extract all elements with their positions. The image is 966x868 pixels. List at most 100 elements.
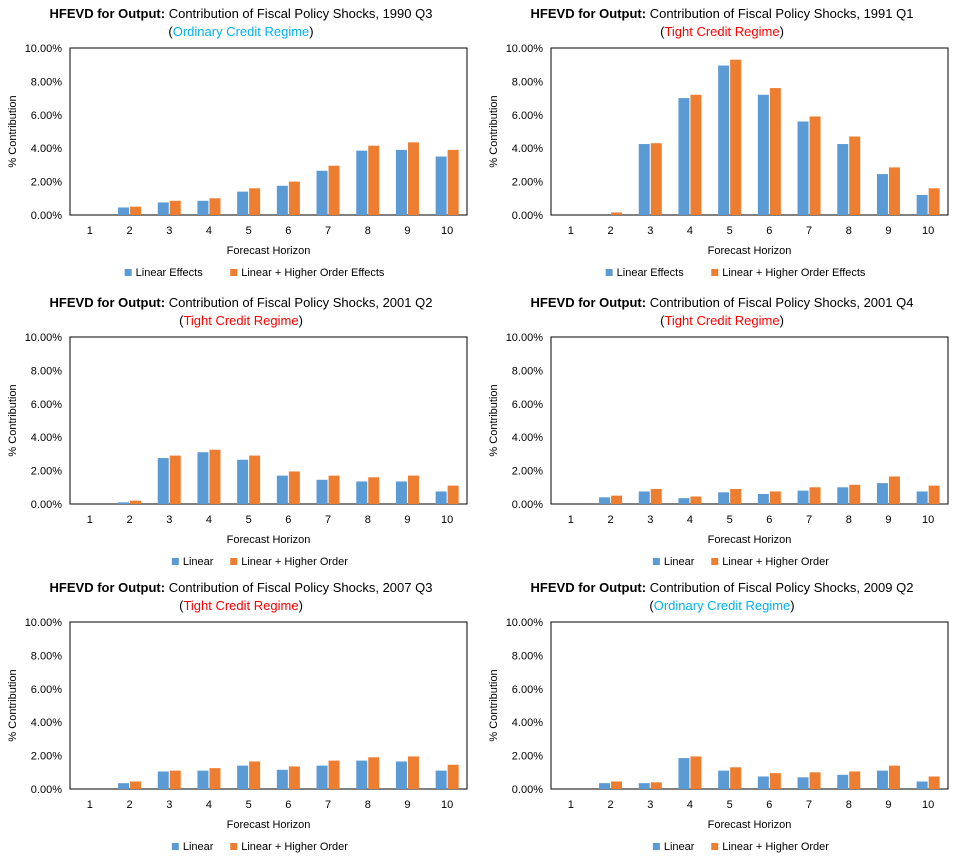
x-tick-label: 8 (846, 514, 852, 526)
bar-linear-h2 (118, 207, 130, 215)
y-tick-label: 4.00% (31, 143, 62, 155)
bar-linear-h2 (118, 502, 130, 504)
chart-title-rest: Contribution of Fiscal Policy Shocks, 19… (165, 6, 432, 21)
x-axis-label: Forecast Horizon (708, 245, 792, 257)
bar-linear-h9 (876, 483, 888, 504)
chart-title-bold: HFEVD for Output: (50, 6, 166, 21)
x-tick-label: 4 (206, 799, 212, 811)
x-tick-label: 10 (441, 225, 453, 237)
x-tick-label: 2 (607, 514, 613, 526)
chart-subtitle: (Tight Credit Regime) (660, 313, 784, 328)
bar-linear-h4 (678, 498, 690, 504)
bar-higher-order-h10 (928, 188, 940, 215)
bar-higher-order-h5 (730, 767, 742, 789)
legend-swatch (711, 269, 719, 276)
legend-label: Linear + Higher Order (722, 841, 829, 853)
bar-linear-h10 (916, 491, 928, 504)
x-tick-label: 10 (441, 514, 453, 526)
x-axis-label: Forecast Horizon (708, 534, 792, 546)
legend-swatch (605, 269, 613, 276)
bar-linear-h9 (395, 149, 407, 215)
y-tick-label: 10.00% (506, 617, 544, 629)
bar-linear-h6 (757, 776, 769, 789)
bar-linear-h8 (356, 481, 368, 504)
x-tick-label: 9 (404, 514, 410, 526)
chart-svg: HFEVD for Output: Contribution of Fiscal… (7, 295, 468, 568)
x-tick-label: 2 (126, 225, 132, 237)
bar-linear-h10 (435, 770, 447, 789)
y-tick-label: 8.00% (512, 650, 543, 662)
x-tick-label: 7 (806, 799, 812, 811)
x-tick-label: 8 (365, 225, 371, 237)
y-tick-label: 4.00% (31, 432, 62, 444)
bar-higher-order-h6 (288, 766, 300, 789)
y-axis-label: % Contribution (488, 384, 500, 456)
plot-area (69, 47, 468, 216)
bar-higher-order-h4 (209, 768, 221, 789)
x-tick-label: 6 (766, 225, 772, 237)
bar-linear-h4 (197, 770, 209, 789)
bar-higher-order-h9 (407, 756, 419, 789)
bar-higher-order-h4 (690, 756, 702, 789)
bar-higher-order-h8 (368, 757, 380, 789)
legend-swatch (230, 558, 238, 565)
chart-title-bold: HFEVD for Output: (531, 295, 647, 310)
x-tick-label: 4 (687, 225, 693, 237)
bar-linear-h8 (837, 144, 849, 215)
chart-title-bold: HFEVD for Output: (50, 580, 166, 595)
bar-linear-h7 (797, 777, 809, 789)
legend-label: Linear (664, 841, 695, 853)
x-tick-label: 6 (285, 225, 291, 237)
legend-swatch (230, 269, 238, 276)
x-tick-label: 4 (206, 514, 212, 526)
bar-higher-order-h3 (650, 488, 662, 504)
x-tick-label: 6 (766, 514, 772, 526)
bar-linear-h5 (718, 65, 730, 215)
legend-label: Linear + Higher Order (241, 556, 348, 568)
regime-label: Tight Credit Regime (664, 24, 779, 39)
regime-label: Tight Credit Regime (183, 313, 298, 328)
legend-swatch (124, 269, 132, 276)
chart-title: HFEVD for Output: Contribution of Fiscal… (531, 295, 914, 310)
x-tick-label: 9 (885, 225, 891, 237)
x-tick-label: 6 (766, 799, 772, 811)
bar-linear-h8 (356, 760, 368, 789)
x-tick-label: 7 (806, 225, 812, 237)
legend-label: Linear + Higher Order (722, 556, 829, 568)
chart-svg: HFEVD for Output: Contribution of Fiscal… (7, 580, 468, 853)
chart-title-rest: Contribution of Fiscal Policy Shocks, 19… (646, 6, 913, 21)
legend-swatch (171, 558, 179, 565)
chart-svg: HFEVD for Output: Contribution of Fiscal… (488, 295, 949, 568)
bar-linear-h8 (837, 774, 849, 789)
bar-higher-order-h3 (650, 782, 662, 789)
bar-linear-h5 (718, 492, 730, 504)
chart-title-rest: Contribution of Fiscal Policy Shocks, 20… (165, 295, 432, 310)
bar-higher-order-h9 (888, 765, 900, 789)
x-tick-label: 2 (126, 799, 132, 811)
x-tick-label: 1 (568, 514, 574, 526)
y-tick-label: 8.00% (512, 365, 543, 377)
bar-linear-h3 (157, 202, 169, 215)
bar-linear-h2 (599, 783, 611, 789)
plot-area (550, 47, 949, 216)
regime-label: Tight Credit Regime (664, 313, 779, 328)
chart-subtitle: (Ordinary Credit Regime) (649, 598, 794, 613)
legend-label: Linear (183, 556, 214, 568)
x-tick-label: 5 (727, 225, 733, 237)
legend-swatch (711, 843, 719, 850)
x-tick-label: 3 (647, 799, 653, 811)
bar-higher-order-h9 (888, 167, 900, 215)
chart-title-bold: HFEVD for Output: (531, 6, 647, 21)
x-axis-label: Forecast Horizon (708, 819, 792, 831)
bar-higher-order-h7 (809, 116, 821, 215)
x-tick-label: 7 (325, 799, 331, 811)
bar-linear-h9 (876, 174, 888, 215)
bar-linear-h4 (197, 200, 209, 215)
bar-higher-order-h6 (288, 181, 300, 215)
chart-panel-3: HFEVD for Output: Contribution of Fiscal… (0, 289, 483, 578)
y-tick-label: 10.00% (25, 332, 63, 344)
bar-linear-h5 (718, 770, 730, 789)
x-tick-label: 6 (285, 799, 291, 811)
x-tick-label: 10 (922, 514, 934, 526)
y-tick-label: 10.00% (506, 332, 544, 344)
